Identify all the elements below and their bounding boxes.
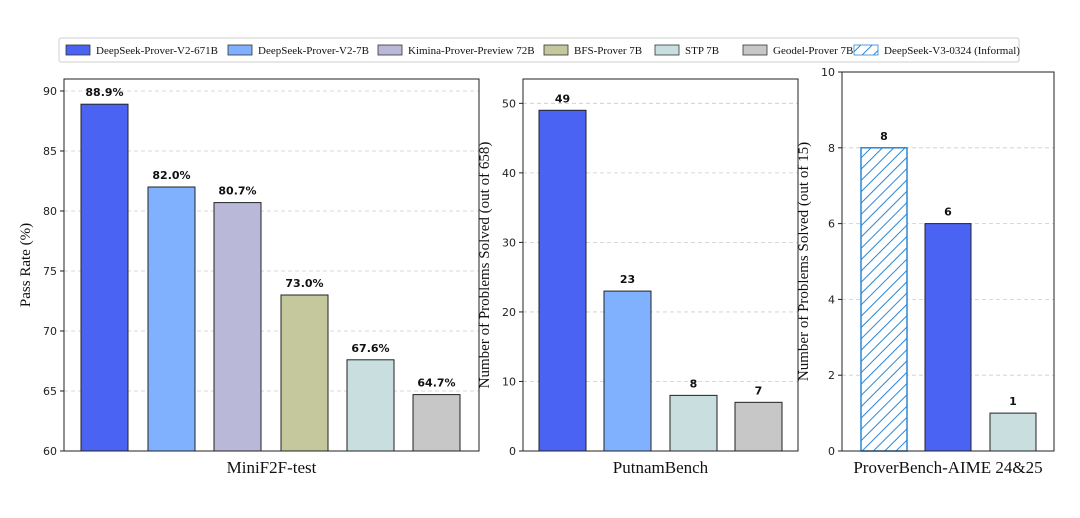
y-tick-label: 70: [43, 325, 57, 338]
y-tick-label: 0: [828, 445, 835, 458]
y-tick-label: 80: [43, 205, 57, 218]
y-tick-label: 10: [502, 375, 516, 388]
legend-label: DeepSeek-Prover-V2-671B: [96, 45, 218, 57]
bar-value-label: 67.6%: [351, 342, 389, 355]
plot-frame: [841, 71, 1055, 452]
bar: [924, 223, 972, 452]
bar: [603, 290, 652, 452]
y-axis-title: Number of Problems Solved (out of 658): [477, 142, 493, 389]
bar: [412, 394, 461, 452]
bar: [213, 202, 262, 452]
y-tick-label: 50: [502, 97, 516, 110]
bar-value-label: 49: [555, 92, 570, 105]
legend-item: STP 7B: [654, 44, 719, 57]
legend-label: STP 7B: [685, 45, 719, 57]
panels: 88.9%82.0%80.7%73.0%67.6%64.7%6065707580…: [18, 66, 1055, 477]
legend-swatch: [742, 44, 768, 56]
bar-value-label: 8: [690, 377, 698, 390]
bar-value-label: 88.9%: [85, 86, 123, 99]
legend: DeepSeek-Prover-V2-671B DeepSeek-Prover-V…: [58, 37, 1020, 63]
legend-swatch: [377, 44, 403, 56]
legend-item: Geodel-Prover 7B: [742, 44, 853, 57]
bar-value-label: 6: [944, 206, 952, 219]
bar: [346, 359, 395, 452]
bar: [669, 394, 718, 452]
y-tick-label: 85: [43, 145, 57, 158]
bar-value-label: 80.7%: [218, 185, 256, 198]
y-tick-label: 60: [43, 445, 57, 458]
y-tick-label: 65: [43, 385, 57, 398]
legend-swatch: [543, 44, 569, 56]
legend-item: Kimina-Prover-Preview 72B: [377, 44, 535, 57]
legend-label: DeepSeek-V3-0324 (Informal): [884, 45, 1020, 57]
panel-2: 49 23 8 7 0 10 20 30 40 50 Number of Problems Solv…: [477, 78, 799, 477]
plot-frame: [63, 78, 480, 452]
y-axis-title: Pass Rate (%): [18, 223, 34, 307]
bar-value-label: 73.0%: [285, 277, 323, 290]
legend-label: Kimina-Prover-Preview 72B: [408, 45, 535, 57]
bar: [80, 103, 129, 452]
y-tick-label: 4: [828, 293, 835, 306]
legend-swatch: [65, 44, 91, 56]
panel-title: PutnamBench: [613, 458, 709, 477]
plot-frame: [522, 78, 799, 452]
y-tick-label: 40: [502, 167, 516, 180]
y-tick-label: 10: [821, 66, 835, 79]
panel-1: 88.9% 82.0% 80.7% 73.0% 67.6% 64.7% 60 65 70 75 80…: [18, 78, 480, 477]
y-axis-title: Number of Problems Solved (out of 15): [796, 142, 812, 381]
legend-item: DeepSeek-Prover-V2-671B: [65, 44, 218, 57]
y-tick-label: 75: [43, 265, 57, 278]
y-tick-label: 6: [828, 218, 835, 231]
bar-value-label: 23: [620, 273, 635, 286]
y-tick-label: 0: [509, 445, 516, 458]
legend-item: DeepSeek-V3-0324 (Informal): [853, 44, 1020, 57]
panel-title: MiniF2F-test: [227, 458, 317, 477]
legend-item: BFS-Prover 7B: [543, 44, 642, 57]
legend-label: DeepSeek-Prover-V2-7B: [258, 45, 369, 57]
panel-title: ProverBench-AIME 24&25: [853, 458, 1042, 477]
legend-swatch: [654, 44, 680, 56]
y-tick-label: 90: [43, 85, 57, 98]
y-tick-label: 30: [502, 236, 516, 249]
bar-value-label: 82.0%: [152, 169, 190, 182]
y-tick-label: 8: [828, 142, 835, 155]
bar-value-label: 1: [1009, 395, 1017, 408]
bar: [989, 412, 1037, 452]
legend-frame: [58, 37, 1020, 63]
bar: [280, 294, 329, 452]
bar: [147, 186, 196, 452]
y-tick-label: 2: [828, 369, 835, 382]
legend-item: DeepSeek-Prover-V2-7B: [227, 44, 369, 57]
legend-swatch: [853, 44, 879, 56]
bar-value-label: 8: [880, 130, 888, 143]
legend-swatch: [227, 44, 253, 56]
legend-label: Geodel-Prover 7B: [773, 45, 853, 57]
legend-label: BFS-Prover 7B: [574, 45, 642, 57]
y-tick-label: 20: [502, 306, 516, 319]
bar: [860, 147, 908, 452]
bar: [734, 401, 783, 452]
bar-value-label: 7: [755, 384, 763, 397]
bar: [538, 109, 587, 452]
bar-value-label: 64.7%: [417, 377, 455, 390]
